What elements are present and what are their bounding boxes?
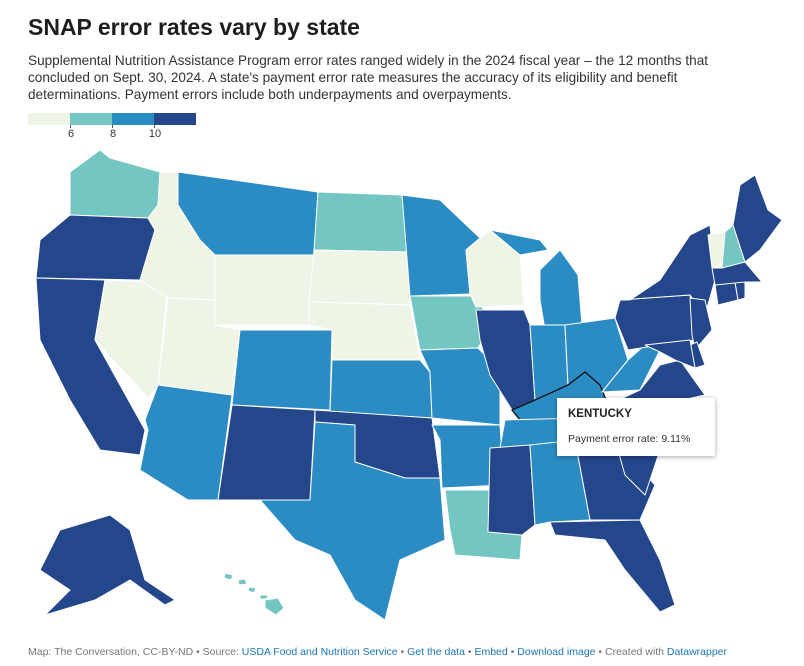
state-minnesota[interactable] — [401, 194, 481, 297]
state-mississippi[interactable] — [487, 444, 536, 536]
datawrapper-link[interactable]: Datawrapper — [666, 646, 728, 658]
state-arkansas[interactable] — [431, 424, 505, 489]
state-tooltip: KENTUCKY Payment error rate: 9.11% — [557, 398, 715, 456]
separator-dot: • — [467, 646, 472, 658]
chart-description: Supplemental Nutrition Assistance Progra… — [28, 53, 709, 102]
legend-swatch-pale — [28, 113, 70, 125]
tooltip-state-name: KENTUCKY — [568, 408, 632, 420]
state-texas[interactable] — [259, 421, 446, 621]
state-alaska[interactable] — [39, 514, 176, 616]
state-hawaii[interactable] — [223, 572, 285, 616]
state-new-jersey[interactable] — [689, 297, 713, 351]
embed-link[interactable]: Embed — [474, 646, 508, 658]
state-new-mexico[interactable] — [217, 404, 316, 501]
legend-tick-10: 10 — [148, 128, 162, 140]
state-connecticut[interactable] — [714, 281, 739, 306]
legend-swatch-blue — [112, 113, 154, 125]
state-oregon[interactable] — [35, 214, 156, 281]
separator-dot: • — [400, 646, 405, 658]
separator-dot: • — [510, 646, 515, 658]
source-prefix: • Source: — [196, 646, 239, 658]
tooltip-value: Payment error rate: 9.11% — [568, 433, 691, 445]
state-kansas[interactable] — [329, 359, 433, 419]
state-wyoming[interactable] — [214, 254, 315, 326]
source-link[interactable]: USDA Food and Nutrition Service — [241, 646, 398, 658]
map-credit: Map: The Conversation, CC-BY-ND — [28, 646, 194, 658]
chart-title: SNAP error rates vary by state — [28, 14, 360, 40]
state-north-dakota[interactable] — [313, 191, 409, 253]
legend-swatch-navy — [154, 113, 196, 125]
legend-swatch-teal — [70, 113, 112, 125]
footer: Map: The Conversation, CC-BY-ND • Source… — [28, 646, 727, 658]
created-prefix: • Created with — [598, 646, 664, 658]
state-south-dakota[interactable] — [308, 249, 411, 306]
state-washington[interactable] — [69, 149, 161, 219]
legend-tick-6: 6 — [67, 128, 75, 140]
state-colorado[interactable] — [231, 329, 333, 411]
get-data-link[interactable]: Get the data — [407, 646, 465, 658]
state-arizona[interactable] — [139, 384, 233, 501]
color-legend: 6 8 10 — [28, 113, 198, 143]
legend-tick-8: 8 — [109, 128, 117, 140]
state-maryland[interactable] — [644, 339, 696, 369]
download-image-link[interactable]: Download image — [517, 646, 596, 658]
state-florida[interactable] — [549, 519, 676, 613]
state-maine[interactable] — [732, 174, 783, 263]
